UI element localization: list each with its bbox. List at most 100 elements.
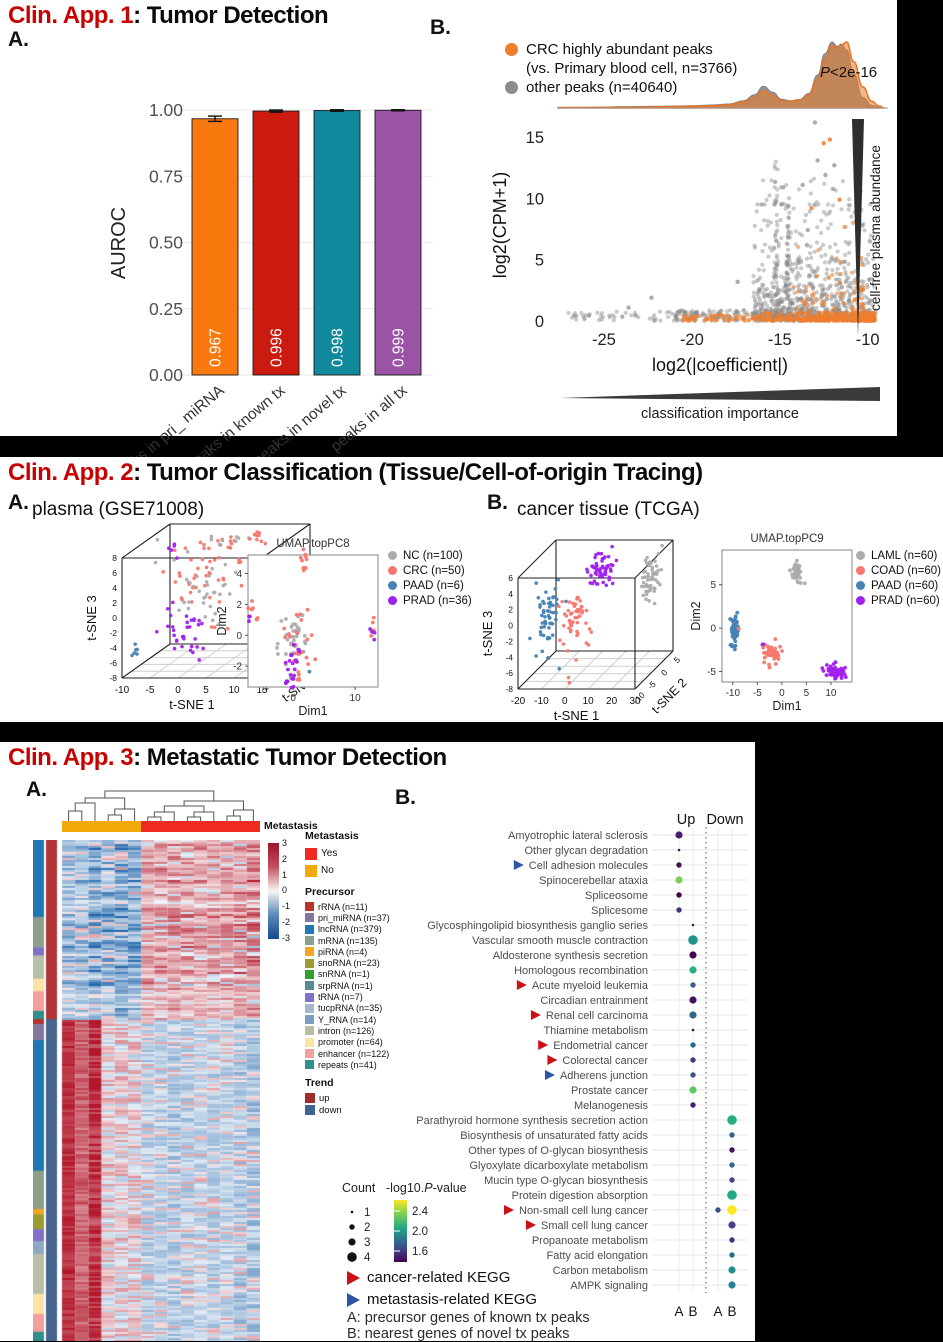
- svg-text:-5: -5: [146, 685, 155, 696]
- heatmap-colorbar: [268, 843, 279, 939]
- svg-text:-log10.P-value: -log10.P-value: [386, 1181, 467, 1195]
- svg-text:0: 0: [290, 693, 296, 704]
- blue-arrow-icon: [347, 1292, 360, 1307]
- legend-label: PAAD (n=6): [403, 579, 464, 592]
- legend-item: tRNA (n=7): [305, 991, 420, 1002]
- svg-text:UMAP.topPC8: UMAP.topPC8: [276, 538, 349, 550]
- section3-title-red: Clin. App. 3: [8, 744, 134, 771]
- legend-item: Yes: [305, 845, 420, 862]
- svg-text:Splicesome: Splicesome: [591, 905, 648, 917]
- svg-text:Protein digestion absorption: Protein digestion absorption: [512, 1190, 648, 1202]
- legend-item: CRC (n=50): [388, 563, 472, 578]
- other-legend-dot-icon: [505, 81, 518, 94]
- section1-title: Clin. App. 1: Tumor Detection: [8, 2, 329, 30]
- svg-text:1.6: 1.6: [412, 1246, 428, 1258]
- svg-text:10: 10: [583, 696, 595, 707]
- svg-text:Fatty acid elongation: Fatty acid elongation: [546, 1250, 648, 1262]
- svg-text:B: B: [727, 1304, 736, 1319]
- legend-title: Metastasis: [305, 830, 359, 842]
- svg-text:0.967: 0.967: [208, 328, 225, 367]
- legend-label: mRNA (n=135): [318, 935, 378, 946]
- legend-swatch-icon: [305, 1026, 314, 1036]
- legend-swatch-icon: [305, 847, 317, 860]
- legend-item: PAAD (n=60): [856, 578, 941, 593]
- svg-text:4: 4: [236, 569, 242, 580]
- cancer-kegg-label: cancer-related KEGG: [367, 1269, 511, 1286]
- legend-label: snRNA (n=1): [318, 969, 370, 980]
- legend-item: promoter (n=64): [305, 1037, 420, 1048]
- svg-text:Dim2: Dim2: [689, 601, 703, 630]
- crc-legend-dot-icon: [505, 43, 518, 56]
- svg-text:15: 15: [256, 685, 268, 696]
- legend-label: No: [321, 865, 334, 876]
- svg-text:Homologous recombination: Homologous recombination: [514, 965, 648, 977]
- svg-text:Biosynthesis of unsaturated fa: Biosynthesis of unsaturated fatty acids: [460, 1130, 648, 1142]
- panel-3b-label: B.: [395, 786, 416, 809]
- svg-text:-6: -6: [505, 668, 513, 678]
- panel-1b-label: B.: [430, 16, 451, 39]
- svg-text:2: 2: [236, 600, 242, 611]
- svg-text:5: 5: [804, 688, 810, 699]
- svg-text:-5: -5: [753, 688, 762, 699]
- legend-item: piRNA (n=4): [305, 946, 420, 957]
- svg-text:Thiamine metabolism: Thiamine metabolism: [543, 1025, 648, 1037]
- section2-title-rest: : Tumor Classification (Tissue/Cell-of-o…: [133, 459, 703, 486]
- colorbar-tick: -1: [282, 901, 291, 912]
- svg-text:Other glycan degradation: Other glycan degradation: [524, 845, 648, 857]
- column-dendrogram: [68, 790, 254, 825]
- legend-label: PAAD (n=60): [871, 579, 939, 592]
- metastasis-group-yes: [141, 821, 260, 832]
- svg-text:-20: -20: [511, 696, 526, 707]
- plasma-legend: NC (n=100) CRC (n=50) PAAD (n=6) PRAD (n=36…: [388, 548, 472, 608]
- footnote-a: A: precursor genes of known tx peaks: [347, 1310, 590, 1326]
- legend-swatch-icon: [305, 992, 314, 1002]
- svg-text:0: 0: [112, 613, 117, 623]
- legend-label: PRAD (n=36): [403, 594, 472, 607]
- legend-swatch-icon: [305, 1105, 315, 1116]
- legend-item: PRAD (n=60): [856, 593, 941, 608]
- svg-text:0: 0: [236, 631, 242, 642]
- svg-text:2: 2: [112, 598, 117, 608]
- legend-item: tucpRNA (n=35): [305, 1003, 420, 1014]
- svg-text:Amyotrophic lateral sclerosis: Amyotrophic lateral sclerosis: [508, 830, 648, 842]
- legend-swatch-icon: [305, 1049, 314, 1058]
- svg-text:classification importance: classification importance: [641, 406, 799, 422]
- legend-label: intron (n=126): [318, 1025, 375, 1036]
- svg-text:5: 5: [710, 580, 716, 591]
- svg-text:5: 5: [535, 252, 544, 270]
- svg-text:4: 4: [508, 589, 513, 599]
- kegg-dotplot: Up Down Amyotrophic lateral sclerosis Other…: [342, 812, 748, 1319]
- section-metastatic-detection: Clin. App. 3: Metastatic Tumor Detection…: [0, 742, 755, 1342]
- svg-text:3: 3: [364, 1237, 370, 1249]
- section1-title-red: Clin. App. 1: [8, 2, 134, 29]
- metastasis-kegg-legend: metastasis-related KEGG: [347, 1291, 537, 1308]
- plasma-title: plasma (GSE71008): [32, 499, 205, 520]
- svg-text:Other types of O-glycan biosyn: Other types of O-glycan biosynthesis: [468, 1145, 648, 1157]
- svg-text:Propanoate metabolism: Propanoate metabolism: [532, 1235, 648, 1247]
- legend-item: No: [305, 862, 420, 879]
- legend-label: tRNA (n=7): [318, 992, 363, 1003]
- metastasis-group-no: [62, 821, 142, 832]
- legend-dot-icon: [856, 596, 865, 605]
- svg-text:15: 15: [526, 129, 544, 147]
- metastasis-kegg-label: metastasis-related KEGG: [367, 1291, 538, 1308]
- svg-text:-4: -4: [505, 652, 513, 662]
- svg-text:Circadian entrainment: Circadian entrainment: [540, 995, 648, 1007]
- other-legend-label: other peaks (n=40640): [526, 79, 678, 96]
- legend-swatch-icon: [305, 1093, 315, 1104]
- svg-text:UMAP.topPC9: UMAP.topPC9: [750, 533, 823, 545]
- crc-legend-label2: (vs. Primary blood cell, n=3766): [526, 60, 738, 77]
- coefficient-scatter-plot: 0 5 10 15 -25 -20 -15 -10 log2(|coefficient|) log…: [490, 119, 883, 422]
- section3-title-rest: : Metastatic Tumor Detection: [133, 744, 447, 771]
- svg-text:-2: -2: [505, 636, 513, 646]
- svg-text:-15: -15: [768, 331, 792, 349]
- svg-text:5: 5: [672, 654, 683, 665]
- svg-text:t-SNE 1: t-SNE 1: [169, 697, 215, 712]
- legend-item: intron (n=126): [305, 1025, 420, 1036]
- crc-legend-label: CRC highly abundant peaks: [526, 41, 713, 58]
- legend-item: snoRNA (n=23): [305, 957, 420, 968]
- svg-text:log2(CPM+1): log2(CPM+1): [490, 172, 510, 279]
- legend-item: rRNA (n=11): [305, 901, 420, 912]
- svg-text:-25: -25: [592, 331, 616, 349]
